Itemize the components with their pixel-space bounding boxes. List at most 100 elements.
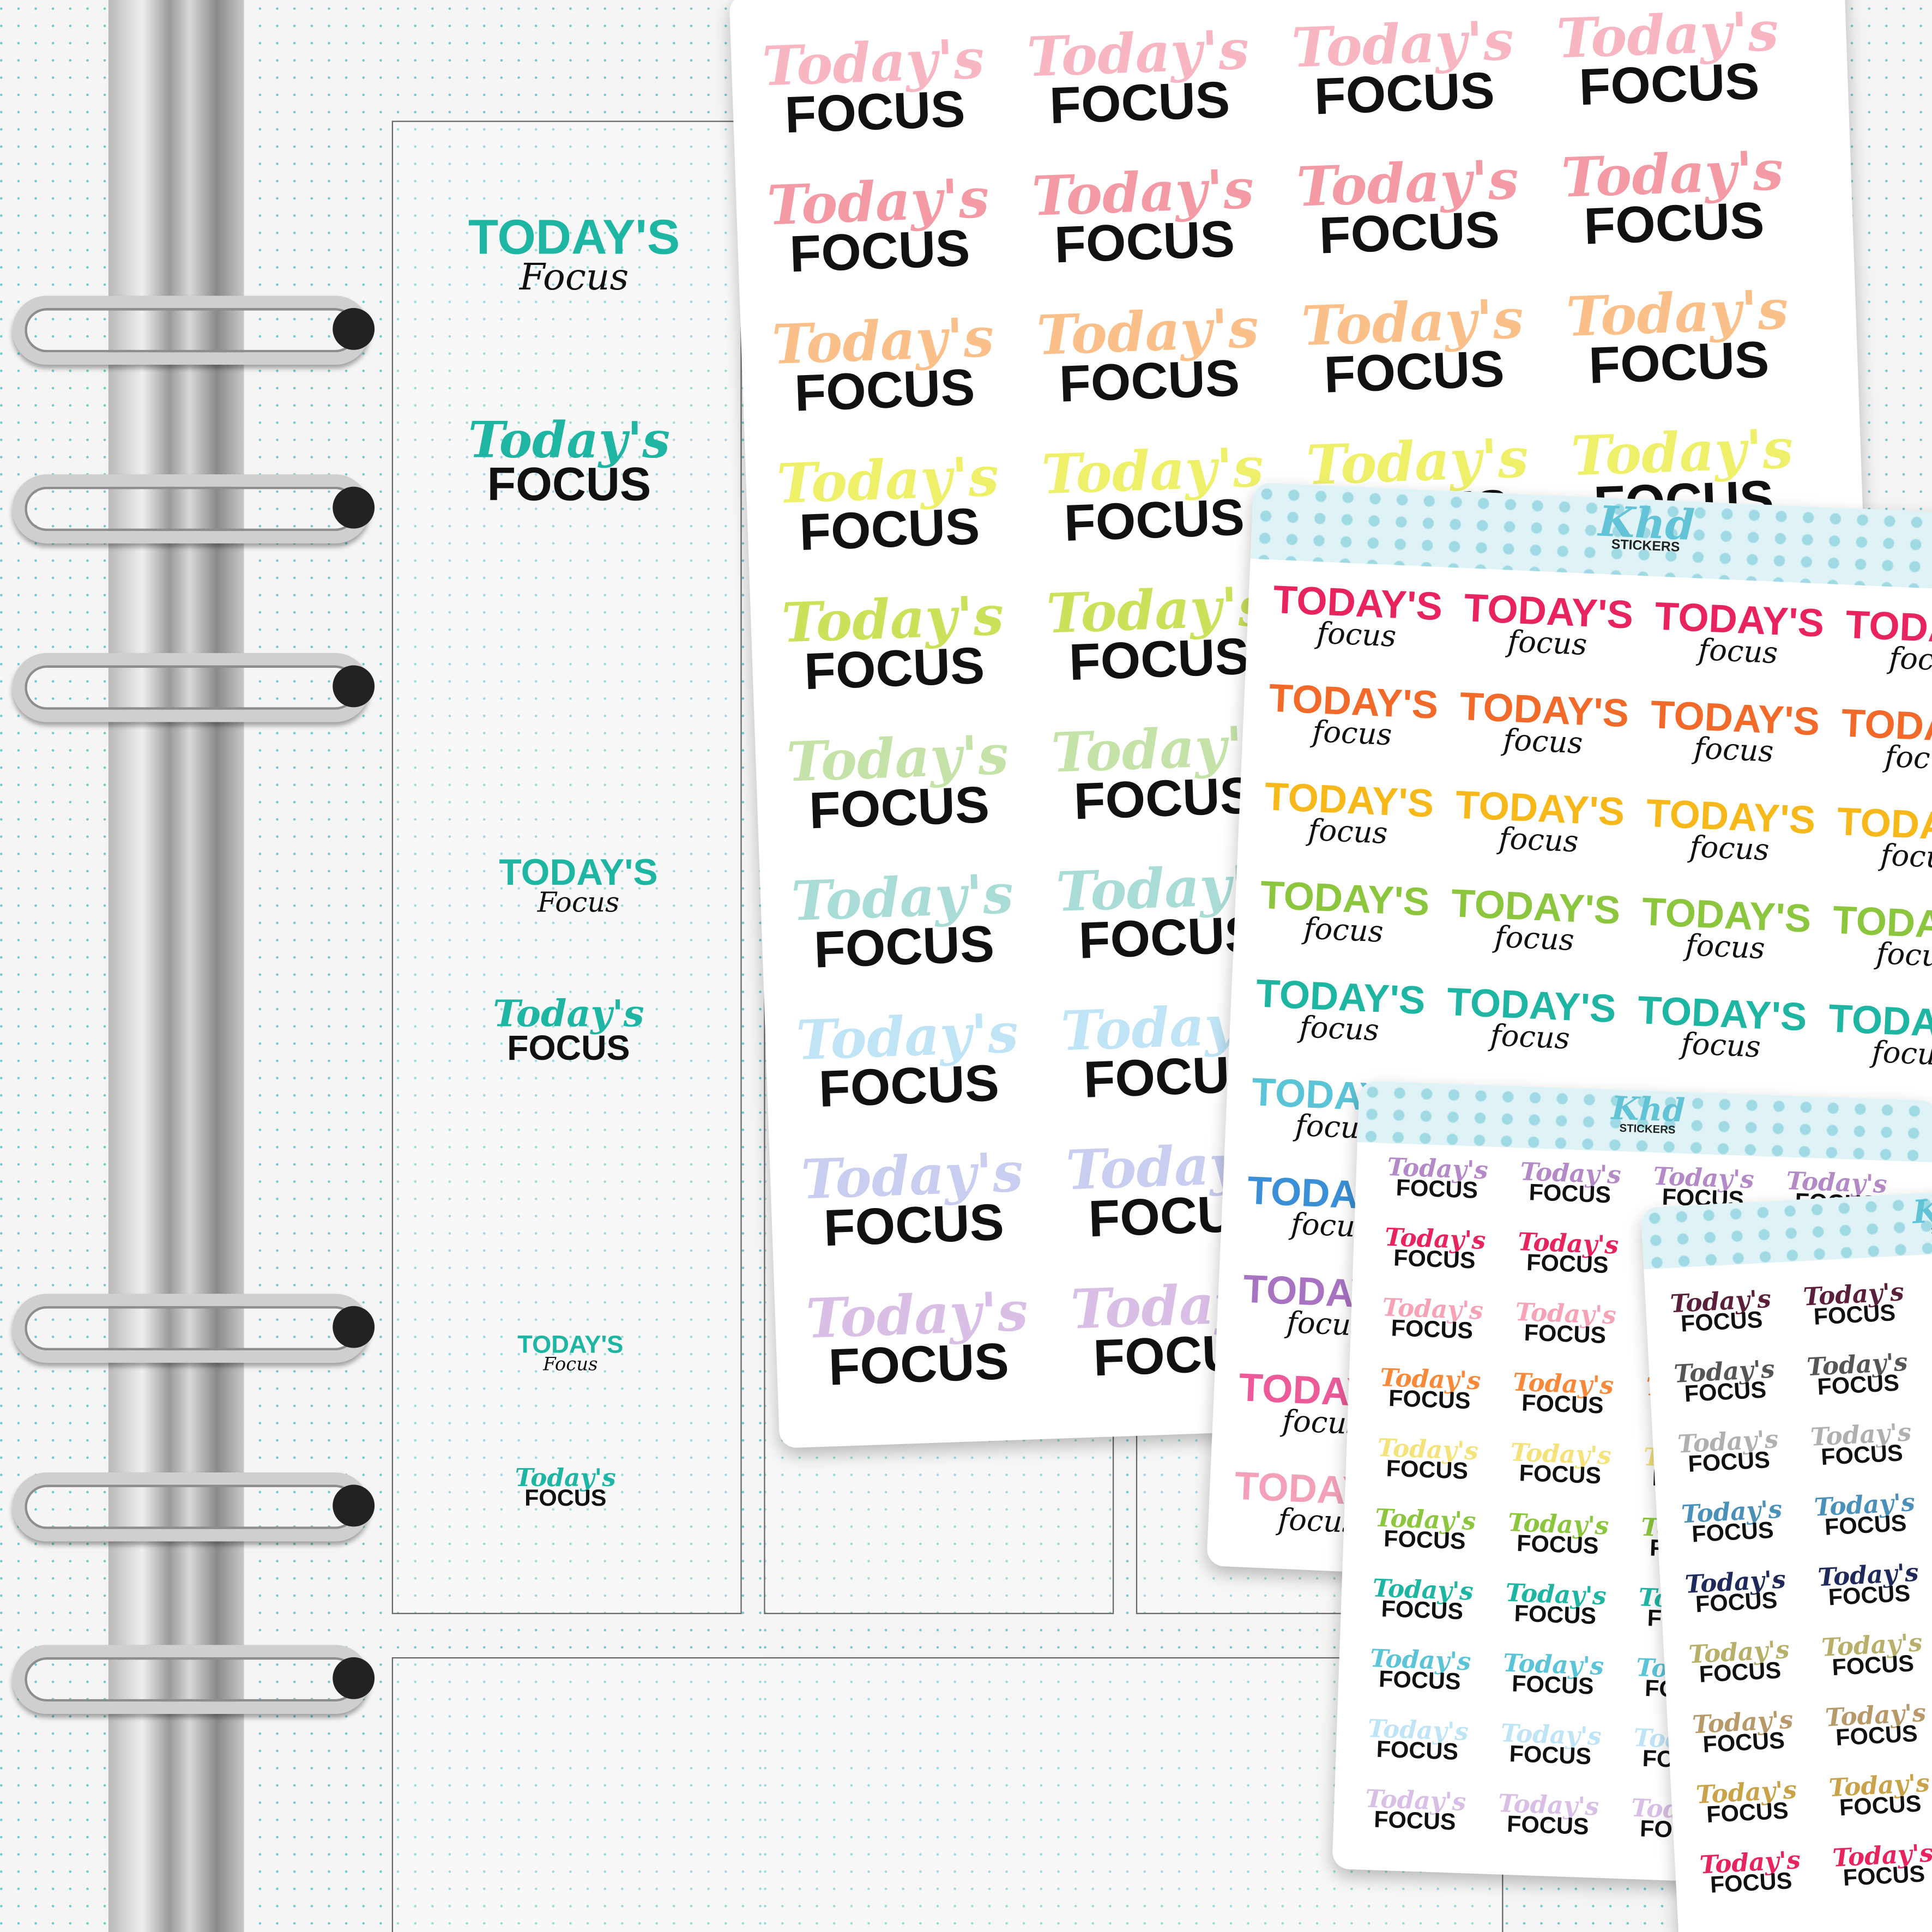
sticker-bottom-text: FOCUS: [1835, 1722, 1918, 1752]
sticker-bottom-text: FOCUS: [1383, 1527, 1466, 1556]
sticker-bottom-text: focus: [1880, 838, 1932, 877]
sticker-bottom-text: FOCUS: [1375, 1737, 1459, 1767]
sticker-bottom-text: Focus: [543, 1353, 598, 1376]
sticker-bottom-text: FOCUS: [1511, 1672, 1595, 1701]
sticker-bottom-text: FOCUS: [1691, 1518, 1774, 1549]
sticker-bottom-text: FOCUS: [808, 776, 991, 840]
sticker-bottom-text: FOCUS: [798, 497, 981, 562]
sticker-bottom-text: focus: [1871, 1035, 1932, 1073]
sticker-bottom-text: FOCUS: [813, 915, 995, 980]
sticker: TODAY'S Focus: [517, 1332, 624, 1376]
sticker-bottom-text: FOCUS: [1839, 1792, 1922, 1822]
sticker-bottom-text: focus: [1888, 641, 1932, 680]
sticker-bottom-text: FOCUS: [1578, 52, 1761, 117]
sticker-bottom-text: FOCUS: [1516, 1531, 1599, 1561]
sticker-bottom-text: FOCUS: [1695, 1589, 1778, 1619]
sticker-bottom-text: FOCUS: [828, 1332, 1010, 1397]
binder-ring: [12, 1645, 370, 1714]
sticker: TODAY'S Focus: [468, 213, 680, 299]
sticker-bottom-text: FOCUS: [788, 219, 971, 283]
binder-ring: [12, 653, 370, 722]
sticker-bottom-text: FOCUS: [1706, 1799, 1789, 1830]
sticker-bottom-text: FOCUS: [1842, 1862, 1926, 1893]
sticker-bottom-text: FOCUS: [783, 80, 967, 144]
sticker-top-text: TODAY'S: [517, 1332, 624, 1360]
sticker-bottom-text: FOCUS: [524, 1486, 607, 1513]
sticker-bottom-text: FOCUS: [1702, 1729, 1786, 1759]
sticker-bottom-text: FOCUS: [1048, 70, 1231, 135]
sticker-bottom-text: FOCUS: [1068, 627, 1251, 692]
sticker-bottom-text: FOCUS: [1831, 1651, 1915, 1682]
binder-ring: [12, 295, 370, 365]
sticker-bottom-text: FOCUS: [1683, 1378, 1767, 1409]
sticker-bottom-text: FOCUS: [1393, 1246, 1476, 1275]
sticker-bottom-text: FOCUS: [1687, 1448, 1771, 1479]
sticker-bottom-text: FOCUS: [1523, 1321, 1607, 1350]
binder-spine: [108, 0, 244, 1932]
punch-hole: [333, 486, 375, 529]
sticker-bottom-text: FOCUS: [1526, 1251, 1609, 1280]
sticker-top-text: Today's: [493, 993, 644, 1036]
sticker-bottom-text: FOCUS: [1388, 1386, 1471, 1416]
sticker-bottom-text: FOCUS: [1063, 488, 1246, 553]
sticker-top-text: TODAY'S: [499, 853, 658, 893]
sticker-bottom-text: FOCUS: [1380, 1597, 1464, 1626]
planner-bottom-box: [391, 1657, 1504, 1932]
sticker-bottom-text: FOCUS: [793, 358, 976, 423]
sticker-bottom-text: Focus: [519, 256, 629, 299]
sticker-bottom-text: FOCUS: [1827, 1581, 1911, 1612]
sticker-bottom-text: FOCUS: [1513, 1602, 1597, 1631]
punch-hole: [333, 1657, 375, 1699]
sticker-bottom-text: FOCUS: [1390, 1316, 1474, 1345]
